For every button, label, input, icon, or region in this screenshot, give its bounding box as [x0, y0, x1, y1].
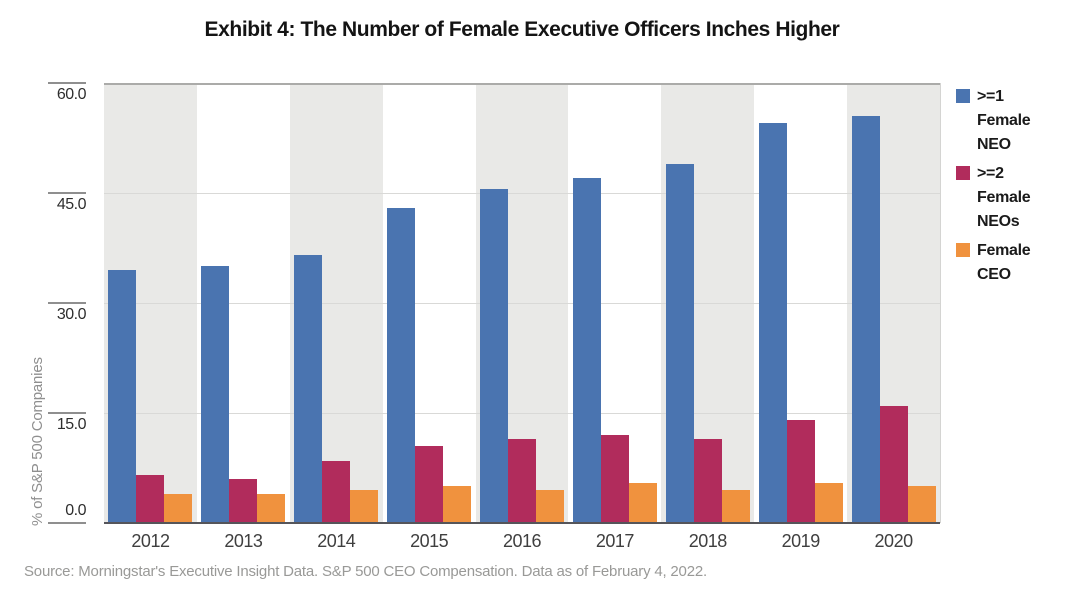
x-label-2015: 2015 — [410, 531, 449, 551]
bar-2019--2-female-neos — [786, 420, 815, 523]
gridline-15 — [104, 413, 940, 414]
y-tick-label-0: 0.0 — [65, 502, 86, 519]
bar-2019-female-ceo — [814, 483, 843, 523]
y-axis-title: % of S&P 500 Companies — [29, 357, 46, 526]
y-tick-mark-45 — [48, 192, 86, 194]
x-label-2020: 2020 — [874, 531, 914, 551]
bar-group-2015 — [383, 83, 476, 523]
x-label-2019: 2019 — [781, 531, 821, 551]
y-tick-label-30: 30.0 — [56, 306, 87, 323]
y-tick-label-45: 45.0 — [56, 196, 87, 213]
x-axis-labels: 2012 2013 2014 2015 2016 2017 2018 2019 2020 — [104, 531, 940, 552]
x-label-2018: 2018 — [688, 531, 728, 551]
plot-area: 0.0 15.0 30.0 45.0 60.0 % of S&P 500 Compani… — [29, 82, 941, 551]
legend-label: >=1 Female NEO — [977, 88, 1031, 153]
x-label-2016: 2016 — [502, 531, 542, 551]
y-tick-mark-15 — [48, 412, 86, 414]
legend-item-female-ceo: Female CEO — [956, 239, 1056, 287]
bar-group-2018 — [661, 83, 754, 523]
bar-group-2014 — [290, 83, 383, 523]
bar-2013--1-female-neo — [201, 266, 230, 523]
source-note: Source: Morningstar's Executive Insight … — [24, 563, 707, 580]
legend-label: Female CEO — [977, 242, 1031, 283]
bar-2013--2-female-neos — [229, 479, 258, 523]
bar-2020--1-female-neo — [851, 116, 880, 523]
gridline-45 — [104, 193, 940, 194]
bar-2018-female-ceo — [721, 490, 750, 523]
bar-2017--2-female-neos — [600, 435, 629, 523]
bar-2012--1-female-neo — [108, 270, 137, 523]
bar-2012-female-ceo — [164, 494, 193, 523]
bar-2018--2-female-neos — [693, 439, 722, 523]
x-label-2014: 2014 — [317, 531, 356, 551]
legend-swatch-icon — [956, 166, 970, 180]
bar-2014--1-female-neo — [294, 255, 323, 523]
bar-groups — [104, 83, 940, 523]
x-label-2013: 2013 — [224, 531, 263, 551]
legend: >=1 Female NEO >=2 Female NEOs Female CEO — [956, 85, 1056, 292]
bar-2016--2-female-neos — [508, 439, 536, 523]
bar-group-2012 — [104, 83, 197, 523]
x-axis-line — [104, 522, 940, 524]
bar-2015-female-ceo — [443, 486, 472, 523]
gridlines — [104, 83, 940, 523]
y-tick-mark-60 — [48, 82, 86, 84]
y-tick-mark-0 — [48, 522, 86, 524]
bar-group-2020 — [847, 83, 940, 523]
gridline-30 — [104, 303, 940, 304]
y-tick-label-60: 60.0 — [56, 86, 87, 103]
bar-2013-female-ceo — [257, 494, 286, 523]
bar-group-2016 — [476, 83, 569, 523]
x-label-2017: 2017 — [595, 531, 635, 551]
chart-title: Exhibit 4: The Number of Female Executiv… — [204, 18, 840, 41]
bar-2014-female-ceo — [350, 490, 379, 523]
bar-2015--2-female-neos — [415, 446, 444, 523]
bar-group-2017 — [568, 83, 661, 523]
bar-2017-female-ceo — [628, 483, 657, 523]
legend-swatch-icon — [956, 243, 970, 257]
x-label-2012: 2012 — [131, 531, 170, 551]
bar-2020-female-ceo — [907, 486, 936, 523]
legend-item--2-female-neos: >=2 Female NEOs — [956, 162, 1056, 234]
bar-2017--1-female-neo — [572, 178, 601, 523]
legend-label: >=2 Female NEOs — [977, 165, 1031, 230]
bar-2015--1-female-neo — [387, 208, 416, 523]
gridline-60 — [104, 83, 940, 85]
bar-2016--1-female-neo — [480, 189, 508, 523]
y-tick-label-15: 15.0 — [56, 416, 87, 433]
legend-swatch-icon — [956, 89, 970, 103]
bar-group-2013 — [197, 83, 290, 523]
bar-2018--1-female-neo — [665, 164, 694, 523]
bar-2020--2-female-neos — [879, 406, 908, 523]
plot-right-border — [940, 83, 941, 523]
bar-2016-female-ceo — [536, 490, 564, 523]
bar-2014--2-female-neos — [322, 461, 351, 523]
bar-2019--1-female-neo — [758, 123, 787, 523]
bar-2012--2-female-neos — [136, 475, 165, 523]
legend-item--1-female-neo: >=1 Female NEO — [956, 85, 1056, 157]
y-tick-mark-30 — [48, 302, 86, 304]
bar-group-2019 — [754, 83, 847, 523]
